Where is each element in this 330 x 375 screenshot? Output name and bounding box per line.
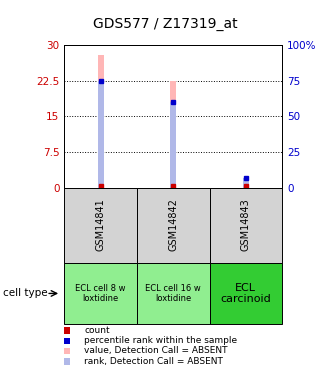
Text: ECL cell 16 w
loxtidine: ECL cell 16 w loxtidine xyxy=(146,284,201,303)
Text: percentile rank within the sample: percentile rank within the sample xyxy=(84,336,237,345)
Bar xyxy=(243,182,249,188)
Bar xyxy=(98,81,104,188)
Bar xyxy=(98,54,104,188)
Bar xyxy=(170,81,176,188)
Text: ECL
carcinoid: ECL carcinoid xyxy=(220,283,271,304)
Text: GSM14841: GSM14841 xyxy=(96,199,106,251)
Bar xyxy=(170,102,176,188)
Text: cell type: cell type xyxy=(3,288,48,298)
Text: rank, Detection Call = ABSENT: rank, Detection Call = ABSENT xyxy=(84,357,223,366)
Text: ECL cell 8 w
loxtidine: ECL cell 8 w loxtidine xyxy=(75,284,126,303)
Bar xyxy=(243,177,249,188)
Text: count: count xyxy=(84,326,110,335)
Text: GSM14843: GSM14843 xyxy=(241,199,251,251)
Text: GSM14842: GSM14842 xyxy=(168,199,178,251)
Text: GDS577 / Z17319_at: GDS577 / Z17319_at xyxy=(93,17,237,31)
Text: value, Detection Call = ABSENT: value, Detection Call = ABSENT xyxy=(84,346,228,355)
